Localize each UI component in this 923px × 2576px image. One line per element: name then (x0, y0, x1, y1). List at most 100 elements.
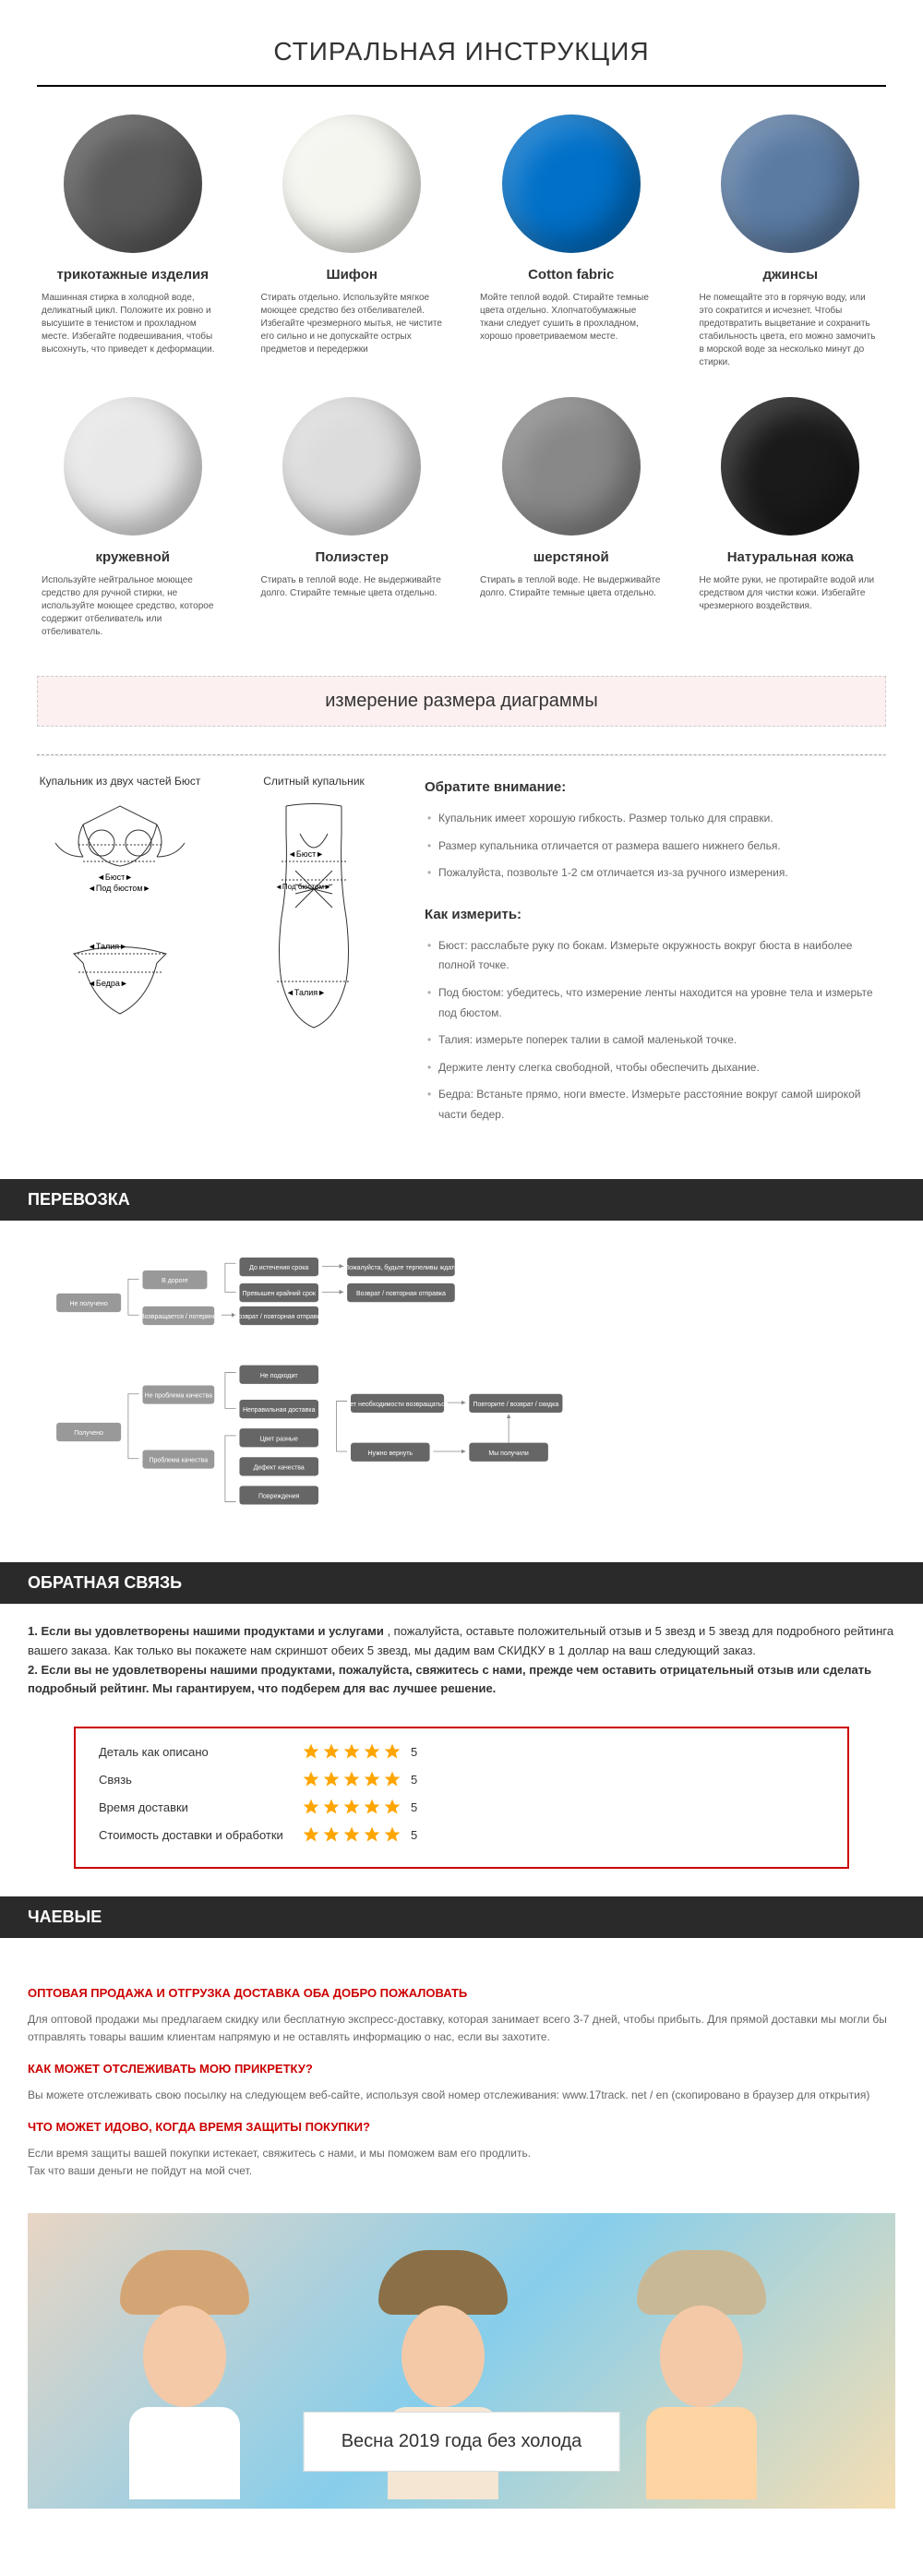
feedback-text1-bold: 1. Если вы удовлетворены нашими продукта… (28, 1624, 384, 1638)
fabric-item: Полиэстер Стирать в теплой воде. Не выде… (257, 397, 449, 639)
svg-text:Цвет разные: Цвет разные (260, 1436, 298, 1442)
label-hips: ◄Бедра► (88, 979, 128, 988)
diagram1-title: Купальник из двух частей Бюст (37, 775, 203, 788)
svg-text:Повреждения: Повреждения (258, 1493, 300, 1499)
attention-item: Купальник имеет хорошую гибкость. Размер… (438, 809, 886, 829)
tips-header: ЧАЕВЫЕ (0, 1896, 923, 1938)
svg-text:Не проблема качества: Не проблема качества (145, 1391, 212, 1399)
tips-t3a: Если время защиты вашей покупки истекает… (28, 2145, 895, 2162)
fabric-item: кружевной Используйте нейтральное моющее… (37, 397, 229, 639)
svg-text:Получено: Получено (74, 1430, 103, 1437)
label-bust2: ◄Бюст► (288, 849, 324, 859)
label-underbust2: ◄Под бюстом► (275, 883, 331, 891)
fabric-name: Полиэстер (257, 549, 449, 565)
tips-t1: Для оптовой продажи мы предлагаем скидку… (28, 2011, 895, 2046)
svg-text:Дефект качества: Дефект качества (254, 1464, 305, 1471)
fabric-swatch (64, 397, 202, 536)
fabric-item: трикотажные изделия Машинная стирка в хо… (37, 114, 229, 369)
rating-score: 5 (411, 1773, 417, 1787)
rating-label: Деталь как описано (99, 1745, 302, 1759)
rating-stars (302, 1825, 402, 1844)
svg-text:В дороге: В дороге (162, 1278, 188, 1284)
svg-text:Мы получили: Мы получили (488, 1450, 528, 1456)
measure-item: Под бюстом: убедитесь, что измерение лен… (438, 983, 886, 1023)
svg-text:Возвращается / потеряно: Возвращается / потеряно (140, 1314, 217, 1320)
label-underbust: ◄Под бюстом► (88, 884, 150, 893)
tips-h3: ЧТО МОЖЕТ ИДОВО, КОГДА ВРЕМЯ ЗАЩИТЫ ПОКУ… (28, 2118, 895, 2137)
svg-text:До истечения срока: До истечения срока (249, 1265, 308, 1271)
washing-title: СТИРАЛЬНАЯ ИНСТРУКЦИЯ (37, 37, 886, 66)
fabric-swatch (721, 114, 859, 253)
fabric-name: Натуральная кожа (695, 549, 887, 565)
fabric-item: Cotton fabric Мойте теплой водой. Стирай… (475, 114, 667, 369)
feedback-text: 1. Если вы удовлетворены нашими продукта… (0, 1622, 923, 1717)
attention-item: Размер купальника отличается от размера … (438, 837, 886, 857)
fabric-desc: Используйте нейтральное моющее средство … (37, 574, 229, 639)
fabric-name: джинсы (695, 267, 887, 283)
label-waist2: ◄Талия► (286, 988, 326, 997)
fabric-item: джинсы Не помещайте это в горячую воду, … (695, 114, 887, 369)
svg-text:Пожалуйста, будьте терпеливы ж: Пожалуйста, будьте терпеливы ждать (344, 1264, 458, 1271)
rating-row: Связь 5 (99, 1770, 824, 1788)
flowchart: Не полученоВ дорогеВозвращается / потеря… (0, 1239, 923, 1563)
promo-banner: Весна 2019 года без холода (28, 2213, 895, 2509)
tips-t2: Вы можете отслеживать свою посылку на сл… (28, 2087, 895, 2104)
measure-list: Бюст: расслабьте руку по бокам. Измерьте… (425, 936, 886, 1125)
fabric-swatch (502, 397, 641, 536)
title-divider (37, 85, 886, 87)
tips-content: ОПТОВАЯ ПРОДАЖА И ОТГРУЗКА ДОСТАВКА ОБА … (0, 1956, 923, 2194)
label-waist: ◄Талия► (88, 942, 127, 951)
fabric-name: трикотажные изделия (37, 267, 229, 283)
fabric-swatch (502, 114, 641, 253)
tips-h2: КАК МОЖЕТ ОТСЛЕЖИВАТЬ МОЮ ПРИКРЕТКУ? (28, 2060, 895, 2079)
rating-label: Время доставки (99, 1800, 302, 1814)
rating-stars (302, 1742, 402, 1761)
rating-label: Связь (99, 1773, 302, 1787)
size-banner: измерение размера диаграммы (37, 676, 886, 727)
svg-text:Возврат / повторная отправка: Возврат / повторная отправка (356, 1291, 446, 1297)
rating-score: 5 (411, 1828, 417, 1842)
fabric-desc: Мойте теплой водой. Стирайте темные цвет… (475, 292, 667, 343)
rating-box: Деталь как описано 5Связь 5Время доставк… (74, 1727, 849, 1869)
rating-row: Время доставки 5 (99, 1798, 824, 1816)
banner-person (618, 2250, 785, 2509)
svg-text:Проблема качества: Проблема качества (149, 1456, 208, 1463)
fabric-desc: Стирать в теплой воде. Не выдерживайте д… (475, 574, 667, 600)
svg-text:Неправильная доставка: Неправильная доставка (243, 1407, 316, 1414)
banner-person (102, 2250, 268, 2509)
svg-text:Повторите / возврат / скидка: Повторите / возврат / скидка (473, 1402, 559, 1408)
tips-t3b: Так что ваши деньги не пойдут на мой сче… (28, 2162, 895, 2180)
fabric-item: шерстяной Стирать в теплой воде. Не выде… (475, 397, 667, 639)
fabric-swatch (282, 397, 421, 536)
diagram-one-piece: Слитный купальник ◄Бюст► ◄Под бюстом► ◄Т… (231, 775, 397, 1133)
diagram-two-piece: Купальник из двух частей Бюст ◄Бюст► ◄По… (37, 775, 203, 1133)
fabric-desc: Стирать отдельно. Используйте мягкое мою… (257, 292, 449, 356)
svg-text:нет необходимости возвращаться: нет необходимости возвращаться (347, 1401, 449, 1408)
attention-item: Пожалуйста, позвольте 1-2 см отличается … (438, 863, 886, 884)
measure-item: Держите ленту слегка свободной, чтобы об… (438, 1058, 886, 1078)
measure-title: Как измерить: (425, 902, 886, 927)
size-info: Обратите внимание: Купальник имеет хорош… (425, 775, 886, 1133)
attention-title: Обратите внимание: (425, 775, 886, 800)
rating-stars (302, 1770, 402, 1788)
shipping-flowchart: Не полученоВ дорогеВозвращается / потеря… (28, 1258, 674, 1531)
banner-text: Весна 2019 года без холода (304, 2412, 620, 2472)
fabric-name: кружевной (37, 549, 229, 565)
fabric-item: Шифон Стирать отдельно. Используйте мягк… (257, 114, 449, 369)
rating-row: Деталь как описано 5 (99, 1742, 824, 1761)
fabric-name: Шифон (257, 267, 449, 283)
tips-h1: ОПТОВАЯ ПРОДАЖА И ОТГРУЗКА ДОСТАВКА ОБА … (28, 1984, 895, 2004)
fabric-swatch (721, 397, 859, 536)
bikini-diagram: ◄Бюст► ◄Под бюстом► ◄Талия► ◄Бедра► (37, 797, 203, 1055)
feedback-text2: 2. Если вы не удовлетворены нашими проду… (28, 1663, 871, 1696)
svg-text:Возврат / повторная отправка: Возврат / повторная отправка (234, 1314, 324, 1320)
rating-row: Стоимость доставки и обработки 5 (99, 1825, 824, 1844)
fabric-swatch (64, 114, 202, 253)
rating-score: 5 (411, 1800, 417, 1814)
label-bust: ◄Бюст► (97, 873, 133, 882)
fabric-name: шерстяной (475, 549, 667, 565)
fabric-swatch (282, 114, 421, 253)
onepiece-diagram: ◄Бюст► ◄Под бюстом► ◄Талия► (231, 797, 397, 1055)
fabric-grid: трикотажные изделия Машинная стирка в хо… (37, 114, 886, 639)
rating-score: 5 (411, 1745, 417, 1759)
